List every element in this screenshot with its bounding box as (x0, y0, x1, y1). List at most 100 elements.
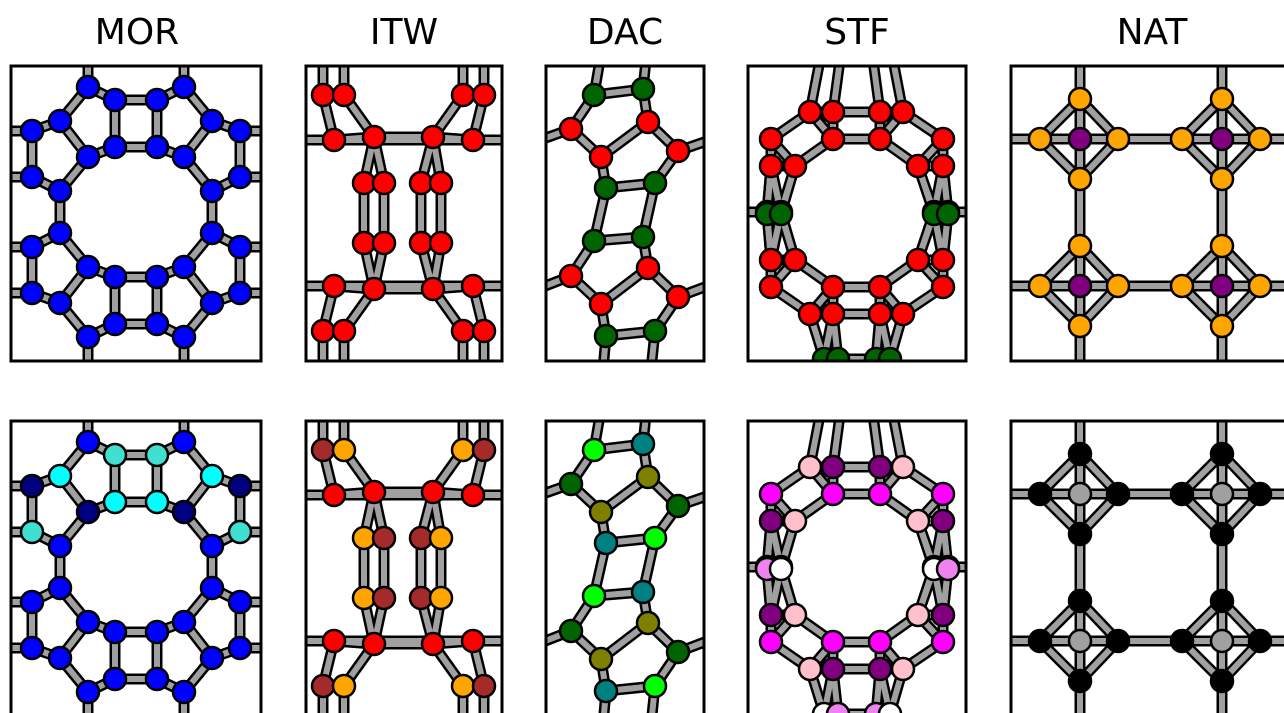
atom (1169, 126, 1195, 152)
dac-panel-bottom (544, 419, 706, 713)
title-dac: DAC (587, 12, 663, 53)
atom (310, 82, 336, 108)
atom (199, 220, 225, 246)
atom (825, 701, 851, 713)
atom (630, 224, 656, 250)
atom (47, 533, 73, 559)
atom (19, 164, 45, 190)
atom (588, 144, 614, 170)
atom (361, 631, 387, 657)
atom (1209, 628, 1235, 654)
atom (635, 255, 661, 281)
atom (930, 247, 956, 273)
atom (593, 530, 619, 556)
atom (428, 170, 454, 196)
atom (1067, 233, 1093, 259)
nat-panel-top (1009, 64, 1284, 363)
atom (75, 429, 101, 455)
atom (588, 646, 614, 672)
atom (820, 301, 846, 327)
atom (930, 602, 956, 628)
atom (1067, 166, 1093, 192)
atom (361, 124, 387, 150)
atom (588, 499, 614, 525)
atom (144, 666, 170, 692)
atom (371, 230, 397, 256)
atom (867, 301, 893, 327)
atom (1027, 628, 1053, 654)
atom (351, 230, 377, 256)
atom (1247, 481, 1273, 507)
atom (47, 178, 73, 204)
atom (1209, 588, 1235, 614)
atom (19, 589, 45, 615)
atom (758, 126, 784, 152)
atom (558, 618, 584, 644)
atom (227, 635, 253, 661)
stf-panel-top (746, 64, 968, 363)
atom (371, 170, 397, 196)
atom (102, 264, 128, 290)
atom (1209, 166, 1235, 192)
atom (408, 585, 434, 611)
atom (361, 276, 387, 302)
atom (1105, 273, 1131, 299)
atom (1169, 628, 1195, 654)
atom (905, 247, 931, 273)
atom (331, 673, 357, 699)
itw-panel-top (304, 64, 504, 363)
atom (171, 609, 197, 635)
atom (630, 76, 656, 102)
atom (351, 170, 377, 196)
title-itw: ITW (370, 12, 438, 53)
atom (581, 82, 607, 108)
atom (905, 602, 931, 628)
atom (768, 556, 794, 582)
atom (144, 134, 170, 160)
atom (797, 454, 823, 480)
atom (144, 442, 170, 468)
atom (1067, 668, 1093, 694)
atom (935, 556, 961, 582)
atom (19, 519, 45, 545)
atom (420, 479, 446, 505)
atom (102, 489, 128, 515)
atom (867, 481, 893, 507)
atom (144, 489, 170, 515)
atom (227, 473, 253, 499)
atom (630, 579, 656, 605)
atom (825, 346, 851, 361)
atom (867, 274, 893, 300)
atom (47, 645, 73, 671)
atom (408, 170, 434, 196)
mor-panel-bottom (9, 419, 263, 713)
atom (593, 175, 619, 201)
atom (1209, 233, 1235, 259)
atom (460, 628, 486, 654)
atom (460, 127, 486, 153)
atom (758, 602, 784, 628)
atom (820, 629, 846, 655)
atom (47, 108, 73, 134)
atom (102, 666, 128, 692)
atom (47, 463, 73, 489)
atom (199, 463, 225, 489)
atom (1027, 273, 1053, 299)
atom (635, 610, 661, 636)
atom (321, 482, 347, 508)
stf-panel-bottom (746, 419, 968, 713)
atom (1209, 521, 1235, 547)
atom (371, 585, 397, 611)
atom (1027, 481, 1053, 507)
atom (171, 254, 197, 280)
atom (635, 109, 661, 135)
atom (1105, 126, 1131, 152)
atom (47, 220, 73, 246)
atom (351, 585, 377, 611)
atom (1067, 521, 1093, 547)
atom (1247, 126, 1273, 152)
atom (581, 583, 607, 609)
mor-panel-bottom-frame (9, 419, 263, 713)
atom (450, 673, 476, 699)
